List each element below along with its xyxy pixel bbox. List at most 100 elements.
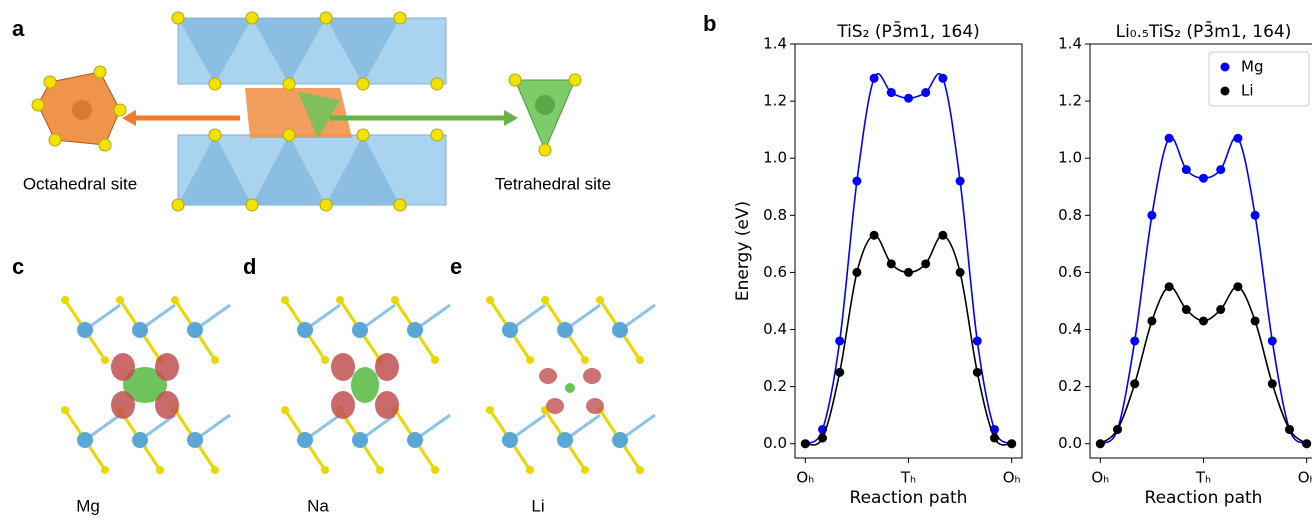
data-point [1096,439,1105,448]
x-tick-label: Tₕ [900,469,916,487]
panel-label: e [450,254,462,279]
atom [156,466,164,474]
y-tick-label: 0.6 [763,263,787,281]
data-point [1233,282,1242,291]
data-point [938,74,947,83]
data-point [1268,379,1277,388]
y-tick-label: 1.0 [1058,149,1082,167]
y-tick-label: 1.2 [763,92,787,110]
isosurface [155,391,179,419]
ion-label: Na [307,496,329,515]
data-point [870,74,879,83]
data-point [1199,174,1208,183]
y-tick-label: 0.8 [1058,206,1082,224]
atom [297,322,313,338]
data-point [801,439,810,448]
atom [77,432,93,448]
legend-marker [1221,87,1230,96]
data-point [1285,425,1294,434]
y-tick-label: 0.4 [763,320,787,338]
legend-label: Li [1241,82,1254,100]
atom [612,322,628,338]
isosurface [155,353,179,381]
data-point [1216,305,1225,314]
atom [557,432,573,448]
data-point [1251,316,1260,325]
atom [407,432,423,448]
y-tick-label: 0.2 [1058,377,1082,395]
data-point [1165,282,1174,291]
y-tick-label: 1.0 [763,149,787,167]
data-point [1216,165,1225,174]
atom [526,356,534,364]
data-point [1199,316,1208,325]
y-tick-label: 1.4 [1058,35,1082,53]
y-tick-label: 0.2 [763,377,787,395]
atom [211,356,219,364]
chart: 0.00.20.40.60.81.01.21.4OₕTₕOₕTiS₂ (P3̄m… [733,20,1022,508]
figure: a b c d e Octahedral site Tetrahedral si… [0,0,1312,523]
isosurface [331,391,355,419]
atom [171,296,179,304]
atom [77,322,93,338]
legend-label: Mg [1241,58,1263,76]
atom [596,296,604,304]
data-point [1182,305,1191,314]
data-point [1165,134,1174,143]
x-tick-label: Oₕ [1003,469,1021,487]
data-point [1182,165,1191,174]
atom [336,296,344,304]
atom [132,322,148,338]
y-axis-label: Energy (eV) [733,201,753,301]
atom [281,406,289,414]
atom [187,432,203,448]
atom [352,322,368,338]
atom [132,432,148,448]
atom [116,296,124,304]
data-point [973,368,982,377]
atom [581,466,589,474]
data-point [921,88,930,97]
atom [281,296,289,304]
x-axis-label: Reaction path [850,488,968,508]
y-tick-label: 1.4 [763,35,787,53]
data-point [904,94,913,103]
site-label: Tetrahedral site [495,174,611,193]
atom [431,356,439,364]
atom [486,406,494,414]
atom [376,466,384,474]
x-tick-label: Oₕ [796,469,814,487]
panel-label: c [12,254,24,279]
x-tick-label: Tₕ [1195,469,1211,487]
chart-title: TiS₂ (P3̄m1, 164) [836,20,980,42]
isosurface [565,383,575,393]
data-point [956,268,965,277]
data-point [1268,336,1277,345]
isosurface [351,367,379,403]
site-label: Octahedral site [23,174,137,193]
data-point [990,434,999,443]
data-point [1251,211,1260,220]
data-point [973,336,982,345]
atom [297,432,313,448]
chart-title: Li₀.₅TiS₂ (P3̄m1, 164) [1116,20,1292,42]
atom [407,322,423,338]
panel-label: b [703,11,716,36]
data-point [956,177,965,186]
atom [101,466,109,474]
isosurface [375,353,399,381]
atom [321,466,329,474]
ion-label: Li [531,496,544,515]
isosurface [546,398,564,414]
data-point [1007,439,1016,448]
illustration-cde [61,296,655,474]
data-point [1233,134,1242,143]
isosurface [111,391,135,419]
atom [211,466,219,474]
data-point [887,88,896,97]
data-point [887,259,896,268]
data-point [835,368,844,377]
data-point [818,434,827,443]
isosurface [539,368,557,384]
atom [187,322,203,338]
